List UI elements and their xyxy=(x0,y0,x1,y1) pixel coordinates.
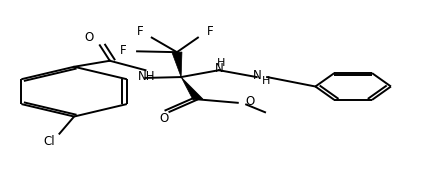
Text: F: F xyxy=(137,25,143,38)
Text: Cl: Cl xyxy=(43,135,55,148)
Text: N: N xyxy=(253,69,261,82)
Text: F: F xyxy=(207,25,214,38)
Polygon shape xyxy=(172,52,182,77)
Text: H: H xyxy=(262,76,270,86)
Text: NH: NH xyxy=(138,70,155,83)
Text: O: O xyxy=(84,31,93,44)
Text: O: O xyxy=(159,112,168,125)
Text: N: N xyxy=(215,62,224,75)
Text: O: O xyxy=(245,95,254,108)
Text: H: H xyxy=(217,58,225,68)
Polygon shape xyxy=(181,77,203,100)
Text: F: F xyxy=(120,44,127,57)
